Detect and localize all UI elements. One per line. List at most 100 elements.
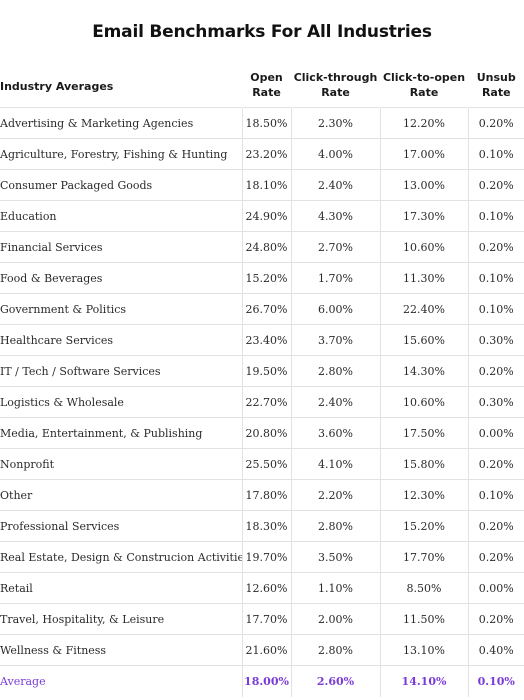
table-row: Financial Services 24.80% 2.70% 10.60% 0.20% [0,231,524,263]
click-to-open-rate-cell: 17.50% [379,417,468,449]
open-rate-cell: 18.30% [241,510,291,542]
unsub-rate-cell: 0.20% [467,169,524,201]
click-to-open-rate-cell: 11.30% [379,262,468,294]
industry-cell: Average [0,665,242,697]
chart-title: Email Benchmarks For All Industries [92,22,432,42]
industry-cell: Professional Services [0,510,242,542]
table-row: Logistics & Wholesale 22.70% 2.40% 10.60% 0.… [0,386,524,418]
click-through-rate-cell: 4.30% [290,200,380,232]
click-to-open-rate-cell: 17.00% [379,138,468,170]
click-through-rate-cell: 2.80% [290,634,380,666]
benchmarks-table: Industry Averages Open Rate Click-throug… [0,64,524,697]
click-through-rate-cell: 2.40% [290,386,380,418]
click-through-rate-cell: 3.70% [290,324,380,356]
average-row: Average 18.00% 2.60% 14.10% 0.10% [0,665,524,697]
open-rate-cell: 19.70% [241,541,291,573]
click-through-rate-cell: 1.10% [290,572,380,604]
industry-cell: Real Estate, Design & Construcion Activi… [0,541,242,573]
click-to-open-rate-cell: 11.50% [379,603,468,635]
click-to-open-rate-cell: 17.30% [379,200,468,232]
table-row: Wellness & Fitness 21.60% 2.80% 13.10% 0.40% [0,634,524,666]
click-through-rate-cell: 2.60% [290,665,380,697]
industry-cell: Education [0,200,242,232]
open-rate-cell: 26.70% [241,293,291,325]
unsub-rate-cell: 0.30% [467,386,524,418]
table-row: Consumer Packaged Goods 18.10% 2.40% 13.00%… [0,169,524,201]
click-through-rate-cell: 3.50% [290,541,380,573]
industry-cell: Consumer Packaged Goods [0,169,242,201]
click-to-open-rate-cell: 12.30% [379,479,468,511]
table-row: Agriculture, Forestry, Fishing & Hunting… [0,138,524,170]
click-to-open-rate-cell: 17.70% [379,541,468,573]
header-click-to-open-rate: Click-to-open Rate [382,70,466,99]
click-through-rate-cell: 2.30% [290,107,380,139]
table-row: Government & Politics 26.70% 6.00% 22.40% 0.… [0,293,524,325]
unsub-rate-cell: 0.10% [467,479,524,511]
unsub-rate-cell: 0.10% [467,200,524,232]
click-through-rate-cell: 6.00% [290,293,380,325]
table-header-row: Industry Averages Open Rate Click-throug… [0,64,524,108]
industry-cell: Nonprofit [0,448,242,480]
unsub-rate-cell: 0.10% [467,138,524,170]
click-to-open-rate-cell: 15.20% [379,510,468,542]
industry-cell: Travel, Hospitality, & Leisure [0,603,242,635]
unsub-rate-cell: 0.40% [467,634,524,666]
industry-cell: Food & Beverages [0,262,242,294]
open-rate-cell: 18.10% [241,169,291,201]
open-rate-cell: 17.80% [241,479,291,511]
unsub-rate-cell: 0.30% [467,324,524,356]
header-unsub-rate: Unsub Rate [476,70,516,99]
open-rate-cell: 21.60% [241,634,291,666]
table-row: Media, Entertainment, & Publishing 20.80%… [0,417,524,449]
click-through-rate-cell: 4.10% [290,448,380,480]
industry-cell: Other [0,479,242,511]
table-row: Retail 12.60% 1.10% 8.50% 0.00% [0,572,524,604]
table-row: Other 17.80% 2.20% 12.30% 0.10% [0,479,524,511]
click-through-rate-cell: 2.80% [290,510,380,542]
industry-cell: Financial Services [0,231,242,263]
unsub-rate-cell: 0.10% [467,293,524,325]
industry-cell: Media, Entertainment, & Publishing [0,417,242,449]
open-rate-cell: 24.80% [241,231,291,263]
table-row: Nonprofit 25.50% 4.10% 15.80% 0.20% [0,448,524,480]
table-row: Healthcare Services 23.40% 3.70% 15.60% 0.30… [0,324,524,356]
open-rate-cell: 12.60% [241,572,291,604]
table-row: Travel, Hospitality, & Leisure 17.70% 2.00… [0,603,524,635]
click-through-rate-cell: 1.70% [290,262,380,294]
unsub-rate-cell: 0.20% [467,541,524,573]
click-through-rate-cell: 2.40% [290,169,380,201]
click-to-open-rate-cell: 10.60% [379,386,468,418]
table-row: IT / Tech / Software Services 19.50% 2.80%… [0,355,524,387]
unsub-rate-cell: 0.20% [467,603,524,635]
click-to-open-rate-cell: 13.00% [379,169,468,201]
unsub-rate-cell: 0.00% [467,572,524,604]
click-through-rate-cell: 2.80% [290,355,380,387]
open-rate-cell: 15.20% [241,262,291,294]
industry-cell: Advertising & Marketing Agencies [0,107,242,139]
click-to-open-rate-cell: 13.10% [379,634,468,666]
industry-cell: Healthcare Services [0,324,242,356]
unsub-rate-cell: 0.20% [467,448,524,480]
open-rate-cell: 18.00% [241,665,291,697]
table-body: Advertising & Marketing Agencies 18.50% 2.… [0,107,524,697]
click-to-open-rate-cell: 12.20% [379,107,468,139]
industry-cell: Agriculture, Forestry, Fishing & Hunting [0,138,242,170]
click-to-open-rate-cell: 22.40% [379,293,468,325]
open-rate-cell: 25.50% [241,448,291,480]
open-rate-cell: 24.90% [241,200,291,232]
open-rate-cell: 18.50% [241,107,291,139]
unsub-rate-cell: 0.20% [467,231,524,263]
header-click-through-rate: Click-through Rate [293,70,378,99]
table-row: Education 24.90% 4.30% 17.30% 0.10% [0,200,524,232]
unsub-rate-cell: 0.20% [467,355,524,387]
open-rate-cell: 23.40% [241,324,291,356]
open-rate-cell: 22.70% [241,386,291,418]
open-rate-cell: 17.70% [241,603,291,635]
table-row: Advertising & Marketing Agencies 18.50% 2.… [0,107,524,139]
industry-cell: Retail [0,572,242,604]
click-to-open-rate-cell: 8.50% [379,572,468,604]
unsub-rate-cell: 0.10% [467,262,524,294]
click-through-rate-cell: 2.00% [290,603,380,635]
click-to-open-rate-cell: 15.60% [379,324,468,356]
unsub-rate-cell: 0.20% [467,510,524,542]
